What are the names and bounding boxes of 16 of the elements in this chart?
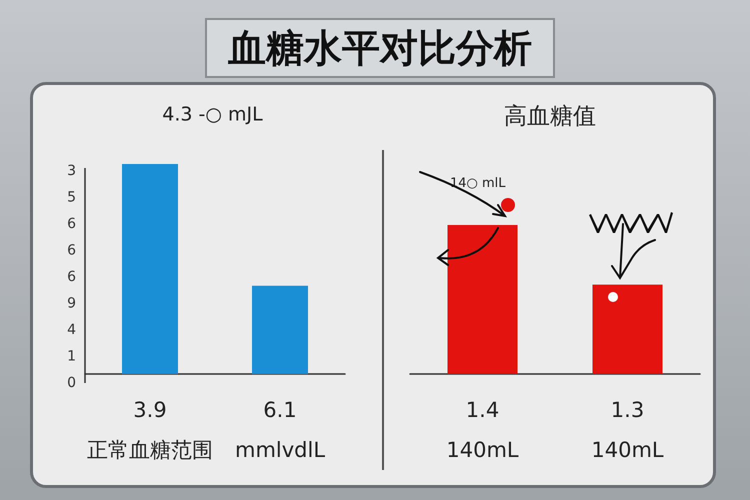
x-tick-label: 1.3 140mL [591, 398, 664, 462]
text: 1 [67, 348, 76, 364]
text: 9 [67, 296, 76, 312]
text: 3 [67, 163, 76, 179]
chart-title: 血糖水平对比分析 [205, 18, 555, 78]
text: 5 [67, 190, 76, 206]
chart-title: 高血糖值 [504, 104, 596, 130]
text: 6 [67, 216, 76, 232]
text: 0 [67, 375, 76, 391]
text: 4 [67, 322, 76, 338]
x-tick-label: 3.9 正常血糖范围 [87, 398, 213, 462]
text: 6 [67, 242, 76, 258]
text: 6 [67, 269, 76, 285]
x-tick-label: 1.4 140mL [446, 398, 519, 462]
x-tick-label: 6.1 mmlvdlL [234, 398, 326, 462]
chart-subtitle: 4.3 -○ mJL [162, 104, 264, 126]
